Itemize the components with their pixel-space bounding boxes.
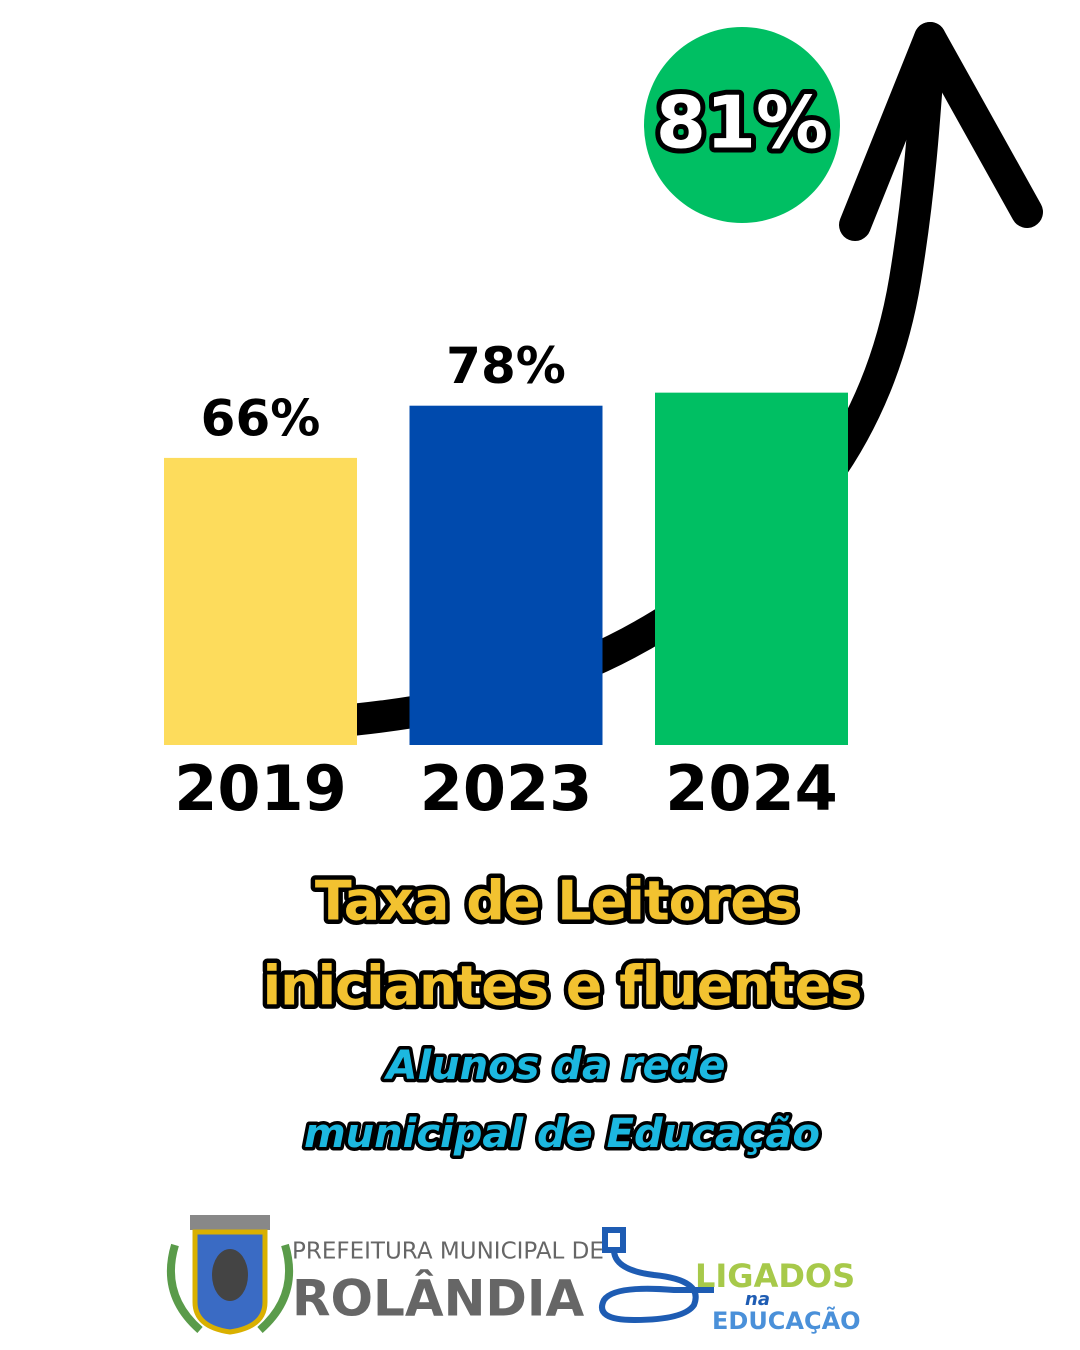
bar [409, 405, 603, 745]
value-label: 78% [446, 337, 566, 395]
highlight-circle [644, 27, 840, 223]
program-logo [599, 1227, 714, 1324]
title-line: iniciantes e fluentes [263, 955, 862, 1018]
program-name: EDUCAÇÃO [712, 1306, 861, 1335]
x-tick-label: 2019 [174, 752, 347, 825]
x-tick-label: 2023 [420, 752, 593, 825]
arrow-head [839, 22, 1043, 241]
bars [164, 392, 848, 745]
bar [655, 392, 848, 745]
title-line: Taxa de Leitores [315, 870, 797, 933]
subtitle-line: municipal de Educação [304, 1111, 820, 1157]
subtitle-line: Alunos da rede [383, 1043, 725, 1089]
city-name: ROLÂNDIA [292, 1269, 585, 1328]
x-tick-label: 2024 [665, 752, 838, 825]
value-label: 81% [656, 81, 828, 165]
program-name: na [745, 1289, 770, 1310]
value-label: 66% [201, 389, 321, 447]
bar [164, 457, 357, 745]
prefeitura-label: PREFEITURA MUNICIPAL DE [292, 1239, 604, 1265]
city-crest [166, 1215, 294, 1335]
program-name: LIGADOS [695, 1257, 855, 1295]
